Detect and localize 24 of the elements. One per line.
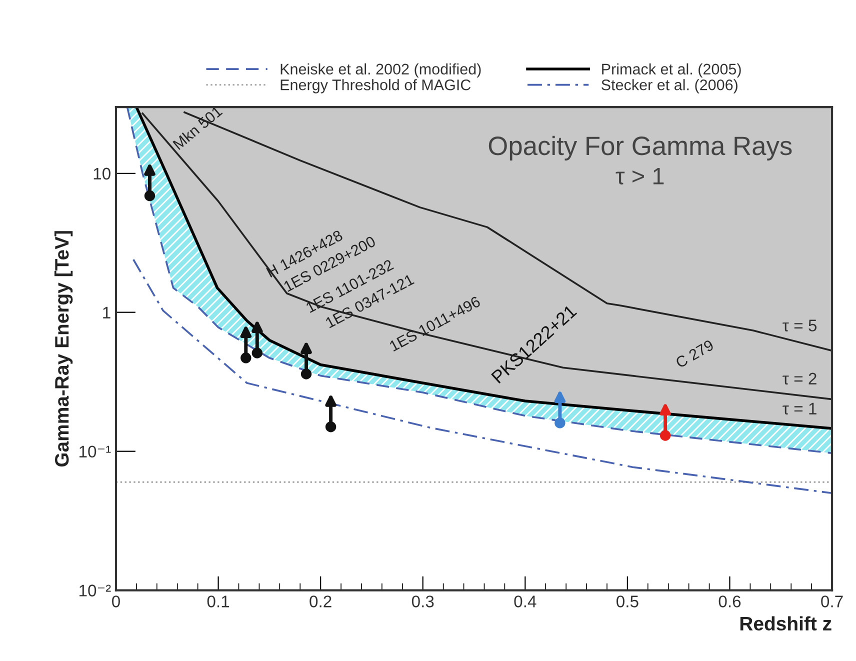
y-tick-label: 10⁻¹ — [80, 446, 111, 458]
legend-label: Energy Threshold of MAGIC — [280, 79, 471, 94]
annotation: τ = 1 — [782, 402, 816, 415]
x-tick-label: 0.2 — [310, 596, 332, 608]
x-tick-label: 0.6 — [718, 596, 741, 608]
legend-label: Kneiske et al. 2002 (modified) — [280, 63, 481, 78]
y-axis-title: Gamma-Ray Energy [TeV] — [54, 231, 73, 467]
y-tick-label: 1 — [103, 306, 110, 318]
annotation: τ = 5 — [782, 320, 817, 332]
x-axis-title: Redshift z — [740, 616, 832, 631]
x-tick-label: 0 — [112, 596, 120, 608]
x-tick-label: 0.4 — [514, 596, 536, 608]
y-tick-label: 10 — [94, 168, 110, 180]
legend-label: Stecker et al. (2006) — [602, 79, 738, 94]
y-tick-label: 10⁻² — [80, 584, 111, 596]
legend-label: Primack et al. (2005) — [602, 63, 741, 78]
annotation: C 279 — [674, 339, 714, 368]
annotation: Opacity For Gamma Rays — [488, 136, 792, 160]
x-tick-label: 0.5 — [616, 596, 638, 608]
x-tick-label: 0.7 — [821, 596, 843, 608]
annotation: τ = 2 — [782, 372, 816, 385]
x-tick-label: 0.3 — [412, 596, 434, 608]
x-tick-label: 0.1 — [207, 596, 230, 608]
annotation: τ > 1 — [616, 168, 664, 184]
